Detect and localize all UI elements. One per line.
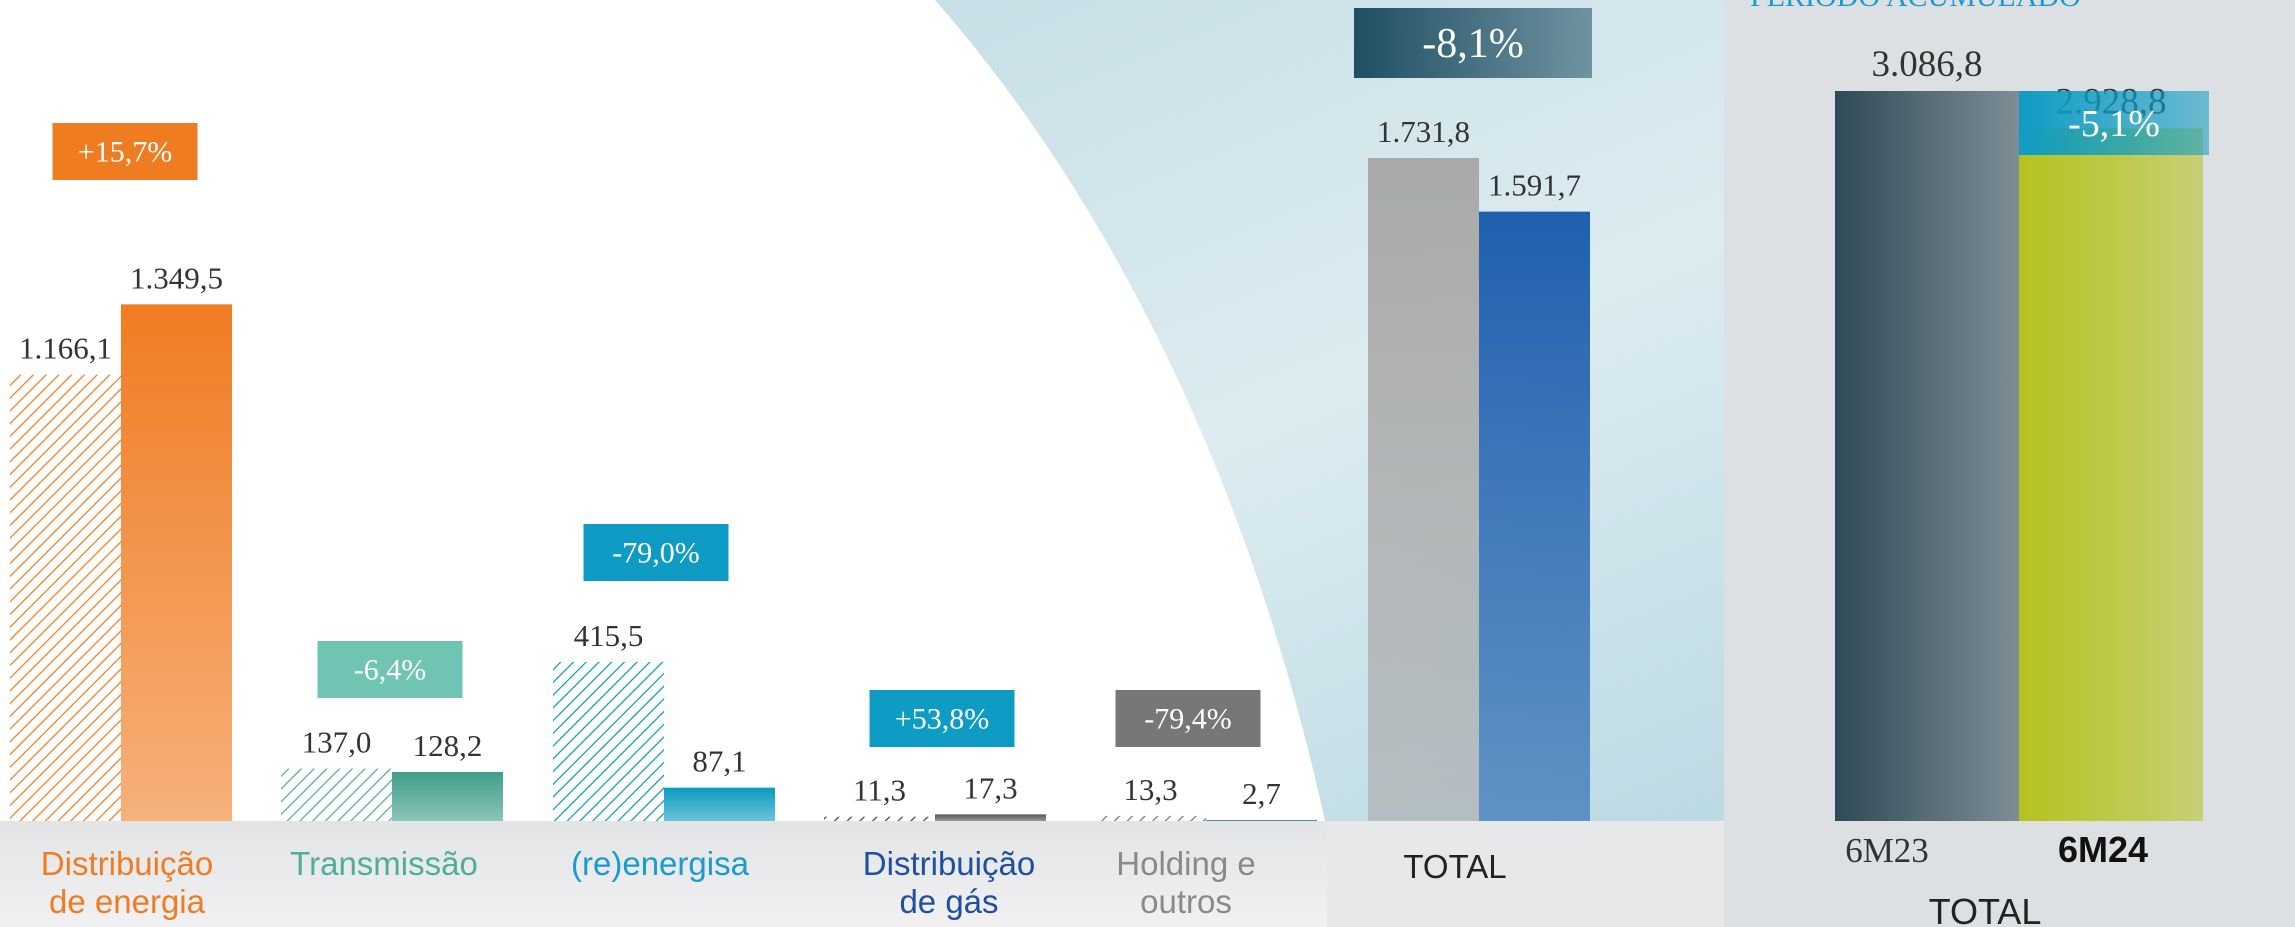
bar	[935, 814, 1046, 821]
value-label: 13,3	[1123, 772, 1177, 807]
category-label: Holding e outros	[1081, 845, 1291, 921]
bar	[664, 788, 775, 821]
bar	[1368, 158, 1479, 821]
category-label: Distribuição de gás	[844, 845, 1054, 921]
category-label: TOTAL	[1350, 848, 1560, 886]
bar	[2019, 128, 2203, 821]
bar	[1206, 820, 1317, 821]
change-label: +53,8%	[895, 703, 989, 736]
bar	[10, 375, 121, 821]
bar	[1835, 91, 2019, 821]
value-label: 1.731,8	[1377, 114, 1470, 149]
bar	[392, 772, 503, 821]
chart: PERÍODO ACUMULADO 1.166,1 1.349,5 +15,7% 13…	[0, 0, 2295, 927]
page: PERÍODO ACUMULADO 1.166,1 1.349,5 +15,7% 13…	[0, 0, 2295, 927]
change-label: +15,7%	[78, 136, 172, 169]
x-tick-label: 6M23	[1845, 831, 1929, 870]
value-label: 87,1	[692, 744, 746, 779]
value-label: 2,7	[1242, 776, 1281, 811]
category-label: Transmissão	[279, 845, 489, 883]
value-label: 137,0	[302, 725, 372, 760]
category-label: (re)energisa	[555, 845, 765, 883]
change-label: -8,1%	[1422, 21, 1523, 67]
value-label: 128,2	[413, 728, 483, 763]
change-label: -79,0%	[612, 537, 699, 570]
value-label: 415,5	[574, 618, 644, 653]
change-label: -79,4%	[1144, 703, 1231, 736]
value-label: 1.166,1	[19, 331, 112, 366]
category-label: Distribuição de energia	[22, 845, 232, 921]
x-axis-label: TOTAL	[1929, 891, 2042, 927]
value-label: 3.086,8	[1872, 44, 1983, 85]
bar	[1095, 816, 1206, 821]
change-label: -6,4%	[354, 654, 426, 687]
bar	[553, 662, 664, 821]
panel-title: PERÍODO ACUMULADO	[1750, 0, 2081, 13]
bar	[1479, 212, 1590, 821]
change-label: -5,1%	[2068, 103, 2160, 145]
x-tick-label: 6M24	[2058, 829, 2148, 870]
value-label: 1.349,5	[130, 260, 223, 295]
value-label: 1.591,7	[1488, 168, 1581, 203]
bar	[121, 304, 232, 821]
value-label: 17,3	[963, 770, 1017, 805]
bar	[824, 817, 935, 821]
value-label: 11,3	[853, 773, 906, 808]
bar	[281, 769, 392, 821]
